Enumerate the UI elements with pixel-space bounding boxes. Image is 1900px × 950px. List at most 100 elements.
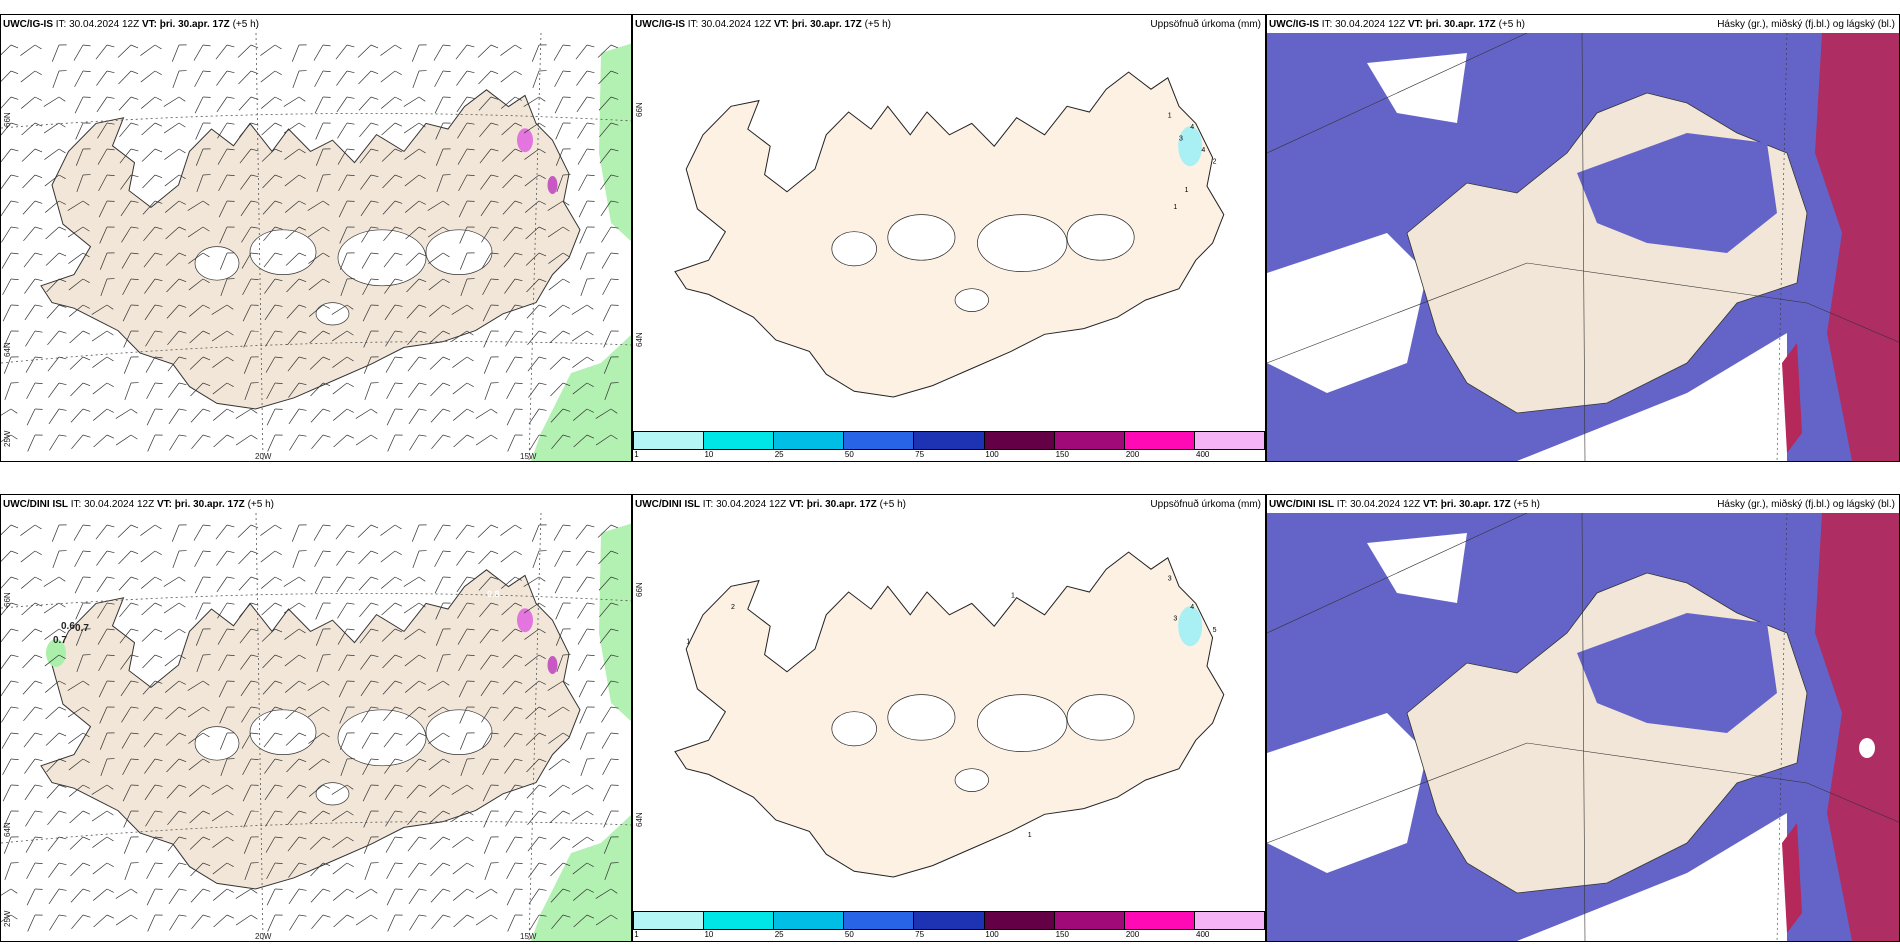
wind-barb: [23, 252, 43, 268]
wind-barb: [20, 44, 42, 56]
wind-barb: [404, 148, 426, 160]
glacier: [194, 246, 240, 281]
wind-barb: [603, 330, 619, 348]
precip-value-label: 3: [1179, 136, 1183, 143]
wind-barb: [314, 550, 331, 568]
graticule-line: [528, 513, 542, 941]
wind-barb: [364, 382, 379, 401]
glacier: [1066, 694, 1135, 741]
lat-label-66n: 66N: [3, 112, 12, 127]
wind-barb: [193, 524, 211, 541]
glacier: [954, 288, 989, 312]
panel-title: UWC/IG-IS IT: 30.04.2024 12Z VT: þri. 30…: [1269, 19, 1525, 30]
wind-barb: [195, 628, 211, 646]
wind-barb: [453, 434, 475, 448]
wind-barb: [337, 148, 355, 165]
wind-barb: [100, 278, 115, 297]
wind-barb: [1, 408, 18, 419]
wind-barb: [338, 680, 355, 698]
wind-barb: [547, 226, 570, 238]
wind-barb: [140, 576, 162, 589]
wind-barb: [452, 356, 474, 368]
wind-barb: [528, 408, 547, 425]
wind-barb: [286, 278, 307, 293]
wind-barb: [212, 356, 234, 368]
wind-barb: [475, 434, 498, 446]
wind-barb: [95, 44, 115, 60]
wind-barb: [571, 810, 594, 822]
wind-barb: [579, 252, 595, 270]
colorbar-tick-label: 400: [1196, 930, 1210, 939]
colorbar-swatch: [914, 432, 985, 450]
wind-barb: [123, 356, 139, 374]
wind-barb: [381, 148, 403, 162]
wind-barb: [527, 836, 547, 852]
graticule-line: [1267, 262, 1899, 364]
wind-barb: [172, 70, 187, 89]
wind-barb: [339, 706, 355, 724]
wind-barb: [70, 862, 91, 877]
wind-barb: [480, 680, 499, 697]
wind-barb: [189, 356, 211, 370]
wind-barb: [140, 70, 162, 83]
wind-barb: [187, 200, 210, 211]
wind-barb: [51, 524, 67, 542]
precip-value-label: 5: [1213, 627, 1217, 634]
wind-barb: [477, 524, 499, 538]
wind-barb: [403, 576, 426, 587]
wind-barb: [580, 278, 595, 297]
wind-barb: [435, 148, 451, 166]
wind-barb: [164, 628, 186, 640]
glacier: [977, 214, 1068, 272]
lat-label-64n: 64N: [635, 332, 644, 347]
low-cloud-field: [1577, 133, 1777, 253]
wind-barb: [572, 382, 594, 395]
wind-barb: [550, 408, 571, 423]
glacier: [425, 709, 493, 755]
wind-barb: [165, 226, 187, 240]
wind-barb: [98, 174, 115, 192]
glacier: [337, 229, 427, 287]
wind-barb: [386, 408, 403, 426]
wind-barb: [502, 174, 523, 189]
wind-barb: [451, 810, 474, 822]
wind-barb: [597, 524, 619, 538]
wind-barb: [262, 200, 283, 215]
colorbar-tick-label: 1: [634, 930, 639, 939]
colorbar-tick-label: 25: [774, 450, 784, 459]
wind-barb: [213, 914, 235, 928]
wind-barb: [412, 70, 427, 89]
wind-barb: [554, 576, 571, 594]
wind-barb: [406, 278, 427, 293]
wind-barb: [408, 382, 427, 398]
wind-barb: [452, 382, 474, 395]
wind-barb: [551, 434, 571, 450]
colorbar-swatch: [1194, 912, 1265, 930]
wind-barb: [500, 524, 522, 536]
wind-barb: [141, 148, 163, 162]
wind-barb: [194, 550, 211, 568]
glacier: [887, 694, 956, 741]
wind-barb: [167, 330, 187, 346]
wind-barb: [43, 576, 66, 587]
wind-barb: [460, 278, 475, 297]
wind-barb: [575, 524, 595, 540]
wind-barb: [458, 174, 475, 192]
wind-barb: [579, 226, 595, 244]
wind-barb: [98, 680, 115, 698]
wind-barb: [553, 524, 571, 541]
wind-barb: [266, 408, 283, 426]
wind-barb: [188, 252, 210, 264]
wind-barb: [571, 330, 594, 342]
graticule-line: [1, 341, 631, 364]
wind-barb: [526, 304, 547, 319]
wind-barb: [455, 44, 475, 60]
wind-barb: [597, 44, 619, 58]
wind-barb: [92, 382, 114, 395]
wind-barb: [164, 148, 186, 160]
wind-barb: [215, 524, 235, 540]
wind-barb: [457, 122, 475, 139]
wind-barb: [242, 784, 259, 802]
wind-barb: [74, 96, 91, 114]
wind-barb: [166, 304, 187, 319]
